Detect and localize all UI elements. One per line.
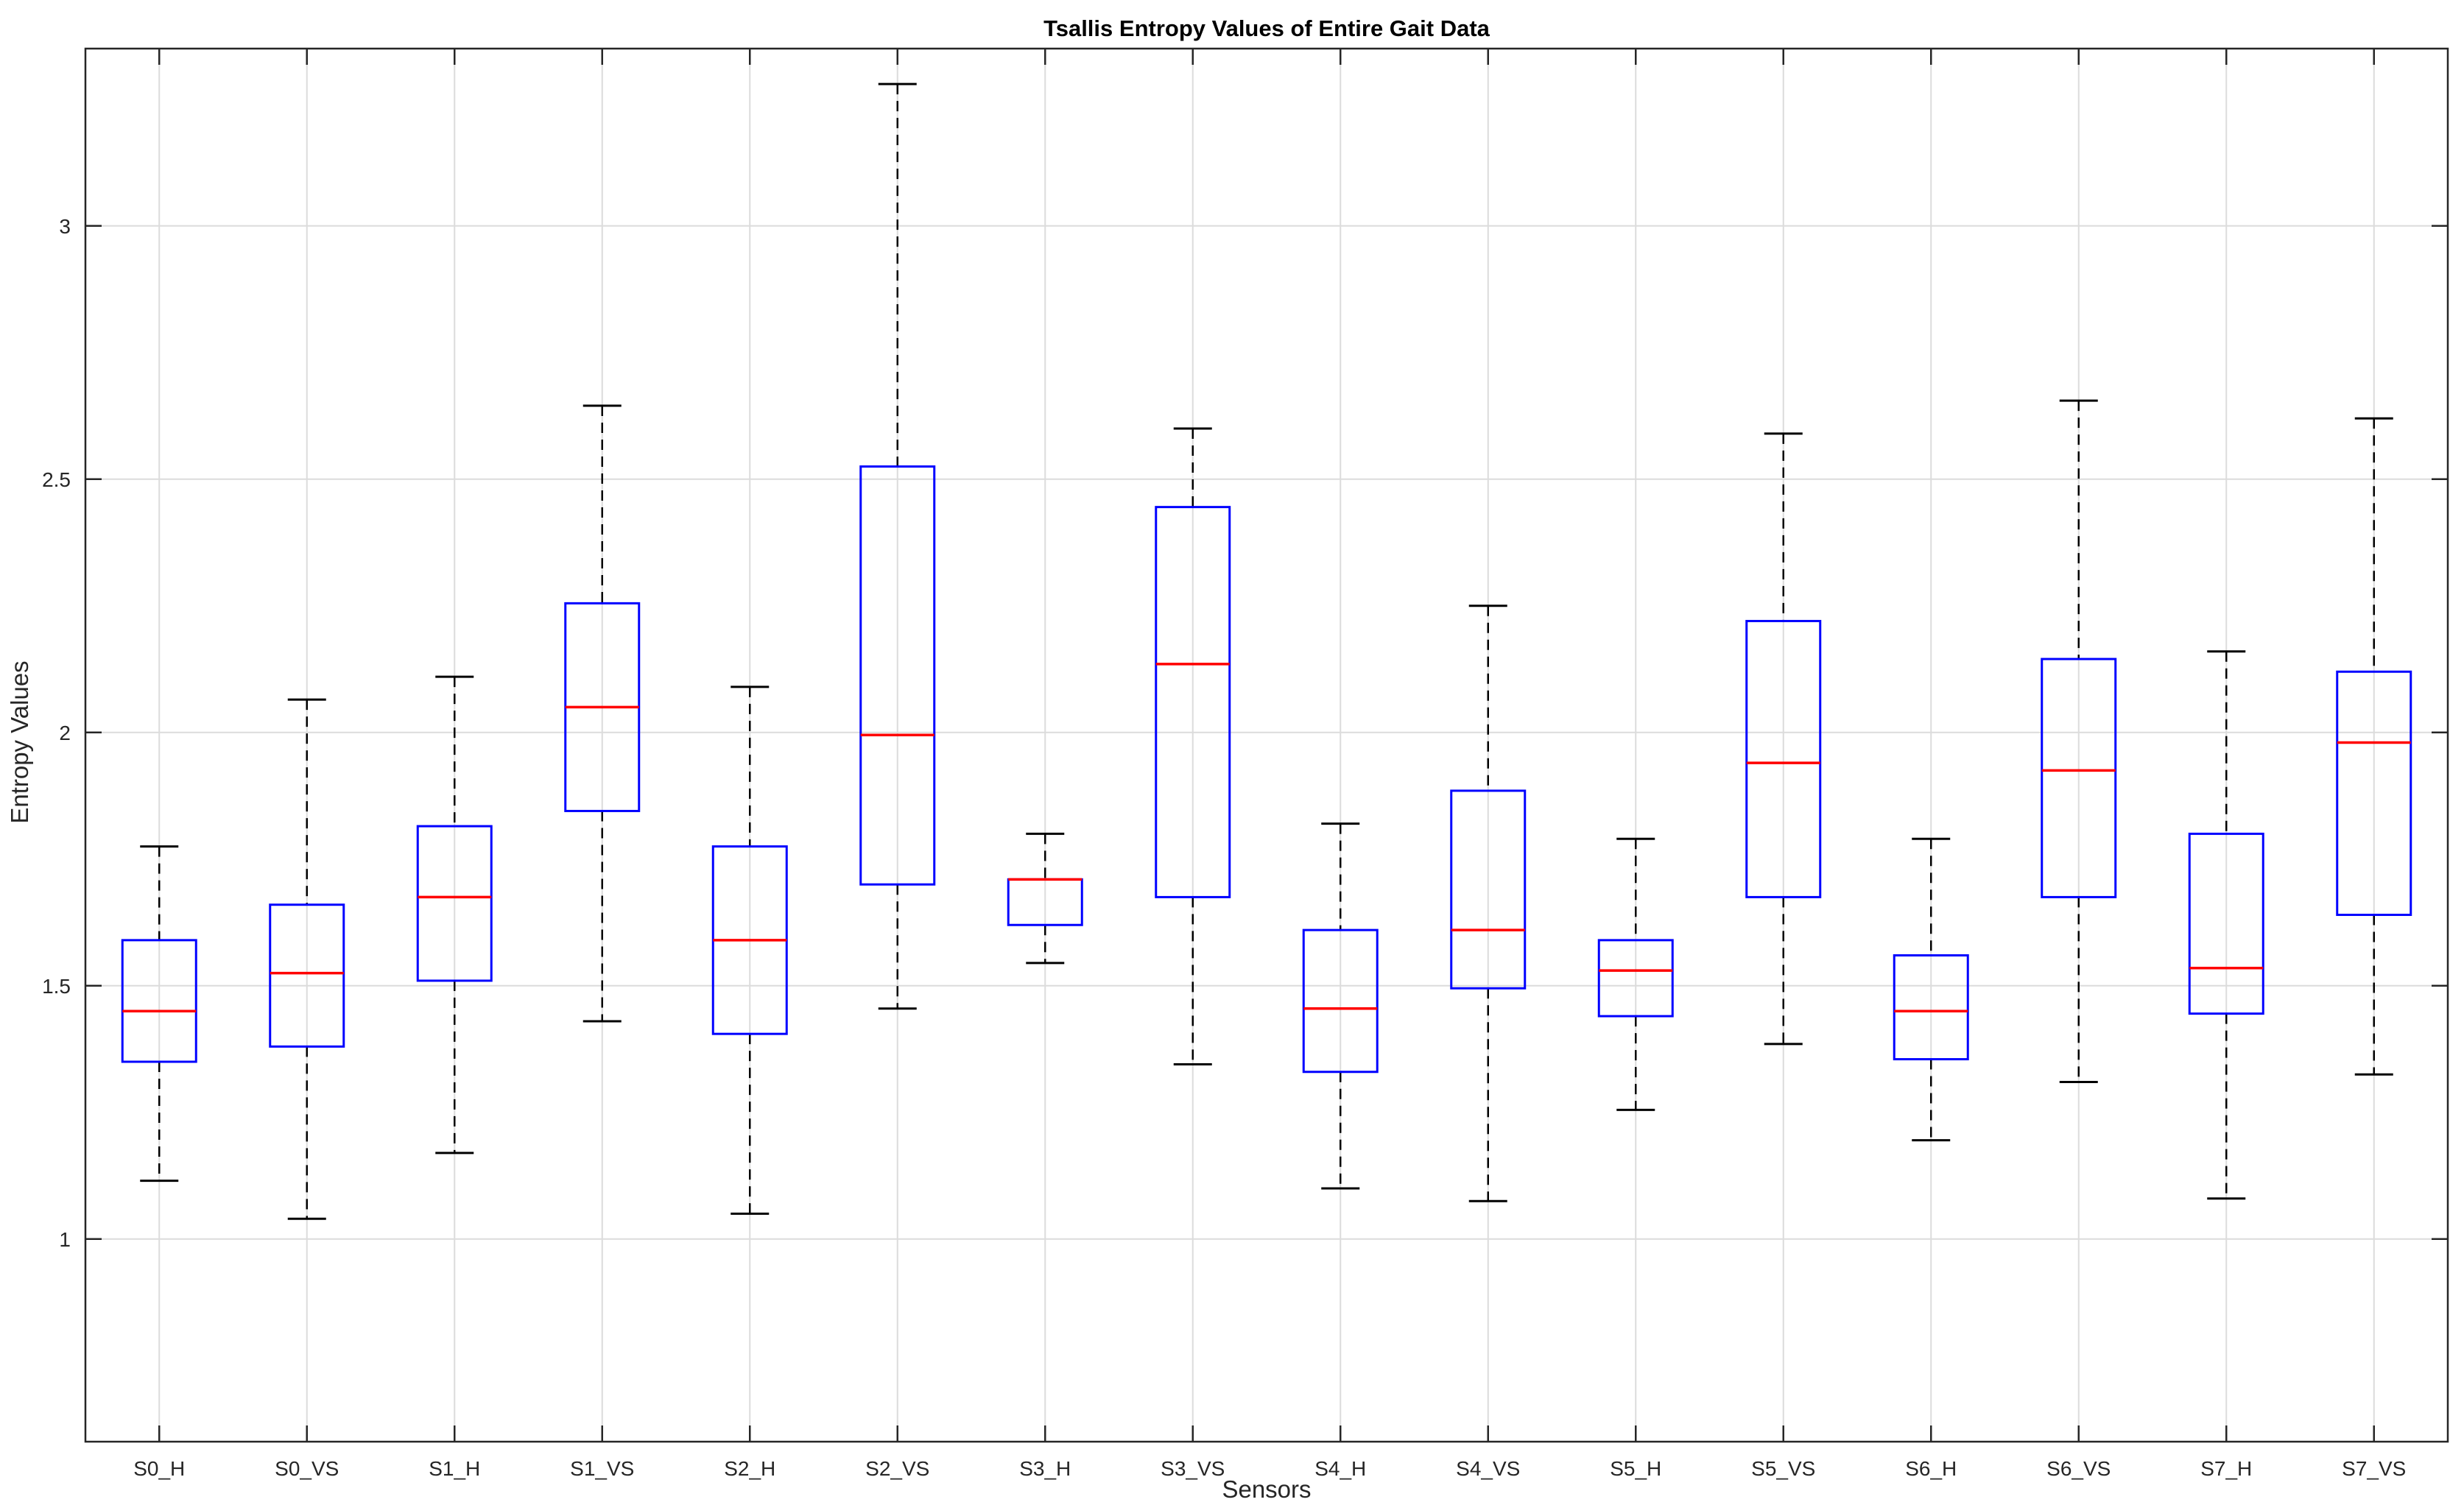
y-tick-label: 1.5 (42, 975, 71, 998)
plot-area-frame (84, 47, 2449, 1443)
box-plot-item (2336, 417, 2412, 1076)
axis-ticks: 1 1.5 2 2.5 3 S0_H S0_VS S1_H S1_VS S2_H S2_VS S3_H… (42, 49, 2448, 1480)
y-tick-label: 2 (59, 722, 71, 744)
x-tick-label: S5_H (1610, 1457, 1661, 1480)
x-axis-label: Sensors (1222, 1476, 1311, 1503)
x-tick-label: S7_H (2200, 1457, 2252, 1480)
x-tick-label: S4_H (1314, 1457, 1366, 1480)
box-plot-item (416, 675, 493, 1155)
x-tick-label: S2_VS (865, 1457, 929, 1480)
box-plot-item (711, 685, 788, 1215)
x-tick-label: S3_VS (1161, 1457, 1225, 1480)
x-tick-label: S1_H (429, 1457, 480, 1480)
y-tick-label: 1 (59, 1228, 71, 1251)
chart-title: Tsallis Entropy Values of Entire Gait Da… (1043, 15, 1490, 41)
interquartile-box (416, 825, 493, 982)
interquartile-box (2188, 832, 2264, 1015)
interquartile-box (1302, 928, 1379, 1074)
box-plot-item (121, 845, 197, 1182)
interquartile-box (1155, 506, 1231, 898)
x-tick-label: S2_H (724, 1457, 775, 1480)
box-plot-item (1450, 605, 1527, 1202)
box-plot-item (2041, 399, 2117, 1084)
box-plot-item (859, 82, 936, 1010)
interquartile-box (859, 465, 936, 886)
x-tick-label: S7_VS (2342, 1457, 2406, 1480)
x-tick-label: S6_VS (2046, 1457, 2111, 1480)
box-plot-item (1745, 432, 1822, 1046)
box-plot-item (1155, 427, 1231, 1065)
x-tick-label: S4_VS (1456, 1457, 1520, 1480)
y-tick-label: 3 (59, 215, 71, 238)
interquartile-box (2041, 658, 2117, 898)
interquartile-box (2336, 670, 2412, 916)
x-tick-label: S0_VS (275, 1457, 339, 1480)
box-plot-item (1893, 837, 1969, 1142)
box-plot-item (2188, 650, 2264, 1200)
x-tick-label: S5_VS (1751, 1457, 1815, 1480)
x-tick-label: S0_H (133, 1457, 185, 1480)
box-plot-item (1597, 837, 1674, 1111)
interquartile-box (1450, 789, 1527, 990)
interquartile-box (1893, 954, 1969, 1061)
interquartile-box (269, 903, 345, 1048)
interquartile-box (1597, 939, 1674, 1018)
x-tick-label: S1_VS (570, 1457, 634, 1480)
box-plot-item (1302, 822, 1379, 1190)
interquartile-box (121, 939, 197, 1063)
box-plot-item (564, 404, 641, 1023)
x-tick-label: S3_H (1019, 1457, 1071, 1480)
y-axis-label: Entropy Values (6, 660, 33, 823)
x-tick-label: S6_H (1905, 1457, 1957, 1480)
y-tick-label: 2.5 (42, 468, 71, 491)
box-plot-item (269, 698, 345, 1220)
box-series (121, 82, 2412, 1220)
interquartile-box (1745, 619, 1822, 898)
box-plot-item (1007, 832, 1083, 965)
